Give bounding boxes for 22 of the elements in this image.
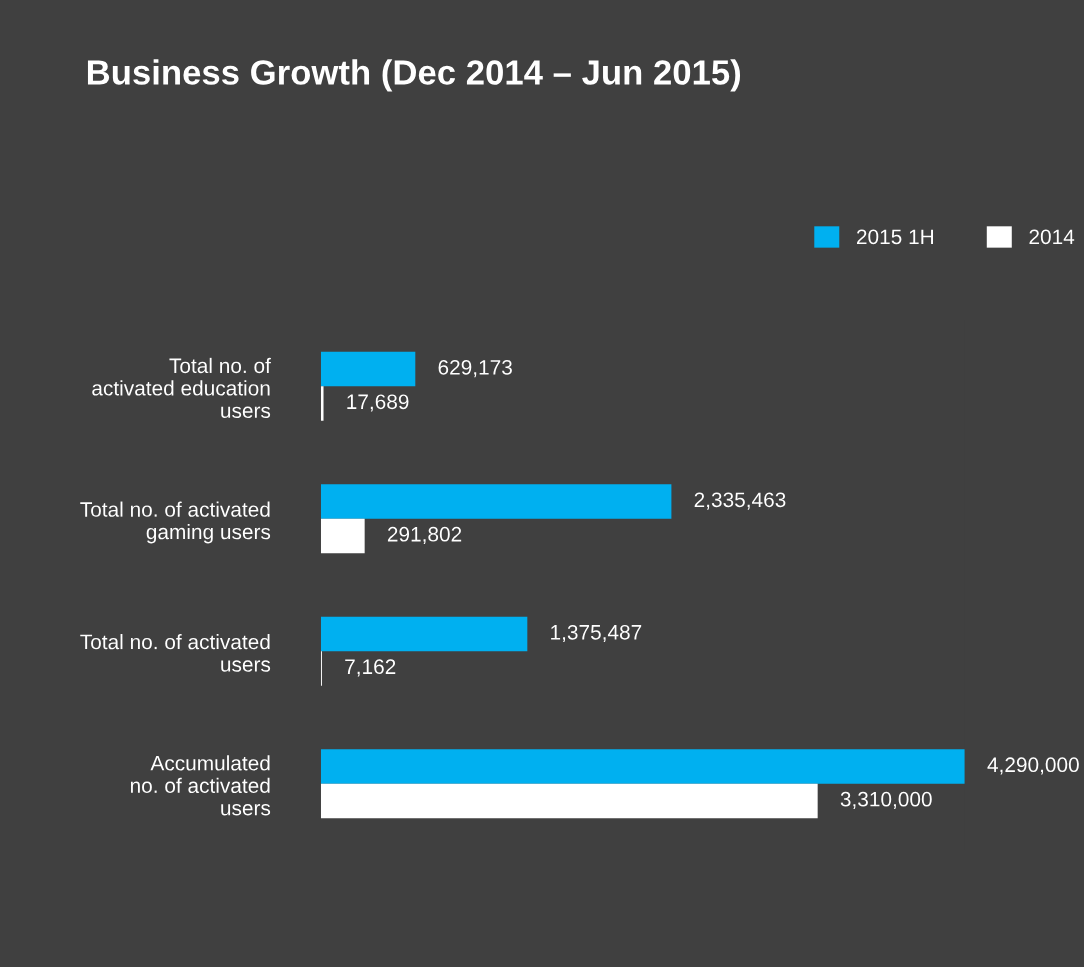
y-tick-label: Total no. of activated gaming users xyxy=(80,501,271,544)
legend-label: 2014 xyxy=(1029,229,1075,245)
data-label: 7,162 xyxy=(345,659,396,677)
bar xyxy=(320,749,965,784)
data-label: 291,802 xyxy=(387,526,462,545)
bar xyxy=(320,616,528,652)
data-label: 2,335,463 xyxy=(694,492,786,510)
data-label: 3,310,000 xyxy=(840,791,932,810)
bar xyxy=(320,518,365,554)
y-tick-label: Total no. of activated users xyxy=(80,634,271,672)
bar xyxy=(320,783,818,819)
bar xyxy=(320,386,324,421)
data-label: 1,375,487 xyxy=(551,624,642,643)
chart-title: Business Growth (Dec 2014 – Jun 2015) xyxy=(87,59,741,92)
bar xyxy=(320,351,416,387)
data-label: 17,689 xyxy=(347,394,409,412)
legend-label: 2015 1H xyxy=(856,229,934,245)
y-tick-label: Accumulated no. of activated users xyxy=(130,755,271,816)
data-label: 629,173 xyxy=(438,359,512,378)
data-label: 4,290,000 xyxy=(987,757,1079,775)
bar xyxy=(320,484,672,519)
y-tick-label: Total no. of activated education users xyxy=(92,357,271,419)
